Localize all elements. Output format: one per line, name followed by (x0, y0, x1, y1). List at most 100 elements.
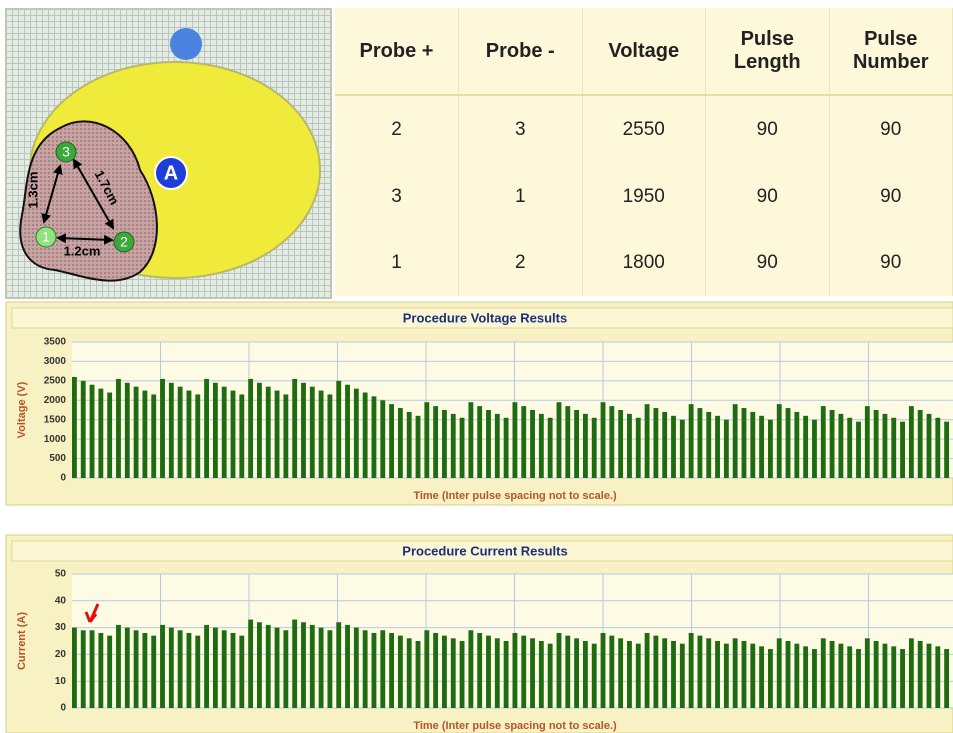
header-cell: Probe - (458, 8, 583, 96)
chart-title: Procedure Voltage Results (403, 310, 567, 325)
bar (644, 632, 650, 708)
y-tick-label: 20 (55, 649, 67, 660)
bar (160, 624, 165, 708)
bar (442, 410, 447, 478)
bar (530, 410, 535, 478)
bar (653, 635, 659, 708)
bar (864, 638, 870, 708)
bar (679, 643, 685, 708)
bar (186, 632, 192, 708)
cell: 1800 (582, 229, 706, 296)
bar (671, 641, 676, 708)
bar (767, 649, 773, 708)
title-bar (11, 307, 953, 329)
probe (55, 141, 77, 163)
cell: 90 (705, 95, 830, 164)
bar (618, 638, 624, 708)
zone-marker (154, 156, 188, 190)
y-tick-label: 3000 (44, 356, 67, 367)
bar (257, 382, 262, 478)
bar (935, 646, 941, 708)
bar (450, 638, 456, 708)
bar (776, 404, 782, 478)
cell: 90 (829, 163, 953, 230)
bar (653, 408, 659, 478)
bar (582, 641, 588, 708)
bar (406, 638, 412, 708)
bar (265, 624, 271, 708)
bar (142, 390, 148, 478)
bar (812, 649, 817, 708)
cell: 3 (458, 95, 583, 164)
bar (107, 392, 113, 478)
header-row: Probe + Probe - Voltage Pulse Length Pul… (335, 8, 953, 96)
bar (530, 638, 535, 708)
bar (671, 415, 676, 478)
bar (336, 380, 342, 478)
bar (847, 646, 853, 708)
bar (891, 646, 897, 708)
y-tick-label: 10 (55, 676, 67, 687)
bar (107, 635, 113, 708)
bar (697, 408, 703, 478)
bar (635, 643, 641, 708)
bar (345, 384, 350, 478)
header-cell: Pulse Length (705, 8, 830, 96)
bar (565, 635, 571, 708)
bar (98, 388, 104, 478)
bar (944, 421, 950, 478)
probe (113, 231, 135, 253)
cell: 90 (705, 163, 830, 230)
bar (627, 641, 632, 708)
bar (944, 649, 950, 708)
bar (72, 627, 77, 708)
y-tick-label: 1000 (44, 434, 67, 445)
bar (468, 630, 474, 708)
bar (389, 404, 395, 478)
bar (926, 413, 932, 478)
bar (627, 413, 632, 478)
bar (327, 630, 333, 708)
bar (803, 415, 809, 478)
bar (318, 390, 324, 478)
cell: 2 (458, 229, 583, 296)
bar (212, 382, 218, 478)
bar (248, 619, 254, 708)
marker-dot (170, 28, 202, 60)
bar (274, 390, 280, 478)
bar (521, 635, 527, 708)
row: 3 1 1950 90 90 (335, 163, 953, 230)
bar (547, 417, 553, 478)
bar (503, 417, 509, 478)
bar (204, 378, 209, 478)
bar (142, 632, 148, 708)
bar (380, 400, 386, 478)
bar (124, 627, 130, 708)
bar (486, 410, 491, 478)
bar (89, 630, 95, 708)
bar (353, 388, 359, 478)
bar (433, 406, 439, 478)
header-cell: Voltage (582, 8, 706, 96)
bar (688, 632, 694, 708)
bar (494, 413, 500, 478)
bar (662, 638, 668, 708)
bar (477, 632, 483, 708)
cell: 1 (335, 229, 459, 296)
probe-label: 2 (120, 234, 128, 250)
bar (345, 624, 350, 708)
bar (582, 413, 588, 478)
bar (732, 404, 738, 478)
bar (741, 641, 747, 708)
bar (248, 378, 254, 478)
bar (750, 411, 756, 478)
chart-title: Procedure Current Results (402, 543, 567, 558)
bar (750, 643, 756, 708)
bar (239, 394, 245, 478)
bar (723, 419, 729, 478)
bar (406, 411, 412, 478)
bar (679, 419, 685, 478)
bar (732, 638, 738, 708)
bar (116, 378, 121, 478)
bar (98, 632, 104, 708)
